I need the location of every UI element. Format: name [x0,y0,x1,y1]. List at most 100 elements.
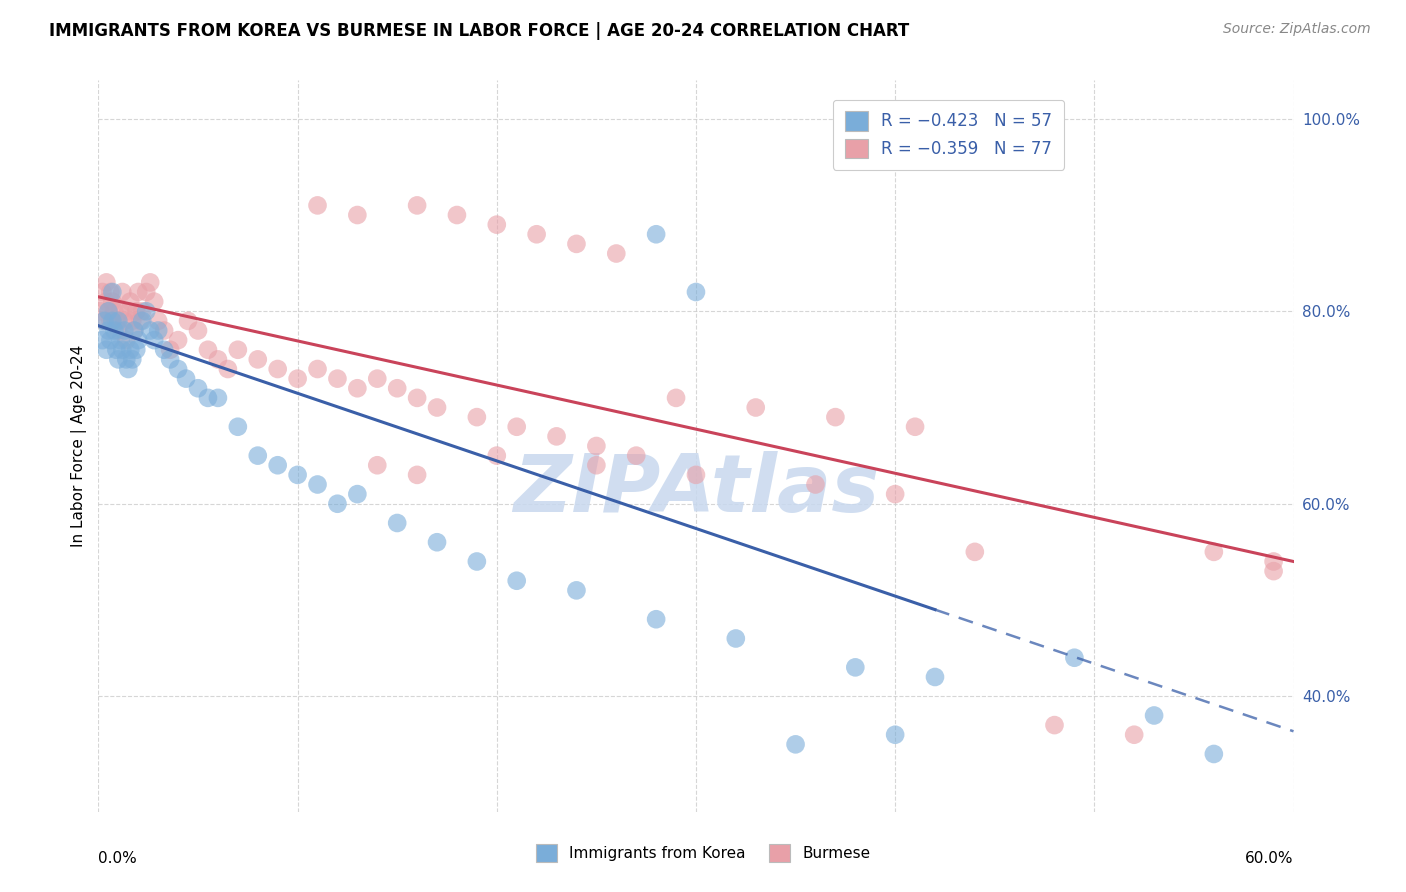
Point [226,419,249,434]
Point [446,208,468,222]
Point [131,314,153,328]
Point [1123,728,1146,742]
Point [187,381,209,395]
Point [307,198,329,212]
Point [127,285,149,299]
Point [159,343,181,357]
Point [1202,747,1225,761]
Point [217,362,239,376]
Point [148,324,170,338]
Point [565,236,588,251]
Point [1043,718,1066,732]
Point [1202,545,1225,559]
Point [246,352,269,367]
Point [105,314,128,328]
Point [526,227,548,242]
Point [135,304,157,318]
Point [117,362,139,376]
Point [326,497,349,511]
Text: IMMIGRANTS FROM KOREA VS BURMESE IN LABOR FORCE | AGE 20-24 CORRELATION CHART: IMMIGRANTS FROM KOREA VS BURMESE IN LABO… [49,22,910,40]
Point [366,458,388,473]
Point [963,545,986,559]
Point [506,574,529,588]
Point [153,343,176,357]
Point [148,314,170,328]
Point [107,324,129,338]
Point [107,314,129,328]
Point [326,371,349,385]
Text: Source: ZipAtlas.com: Source: ZipAtlas.com [1223,22,1371,37]
Point [246,449,269,463]
Point [110,333,132,347]
Point [465,410,488,425]
Point [125,304,148,318]
Legend: R = −0.423   N = 57, R = −0.359   N = 77: R = −0.423 N = 57, R = −0.359 N = 77 [834,100,1064,169]
Point [785,737,807,751]
Point [197,343,219,357]
Point [103,324,125,338]
Point [98,285,122,299]
Text: 60.0%: 60.0% [1246,851,1294,865]
Point [287,467,309,482]
Point [884,728,907,742]
Point [97,304,120,318]
Point [585,458,607,473]
Point [159,352,181,367]
Point [115,333,138,347]
Point [307,477,329,491]
Point [1143,708,1166,723]
Point [143,294,166,309]
Point [844,660,866,674]
Point [626,449,648,463]
Point [346,381,368,395]
Point [96,276,118,290]
Point [804,477,827,491]
Point [685,467,707,482]
Point [105,343,128,357]
Point [366,371,388,385]
Point [207,352,229,367]
Point [267,362,290,376]
Point [426,401,449,415]
Point [129,314,152,328]
Point [904,419,927,434]
Point [197,391,219,405]
Point [426,535,449,549]
Point [112,324,135,338]
Point [127,333,149,347]
Point [174,371,197,385]
Point [107,352,129,367]
Point [96,343,118,357]
Point [1263,554,1285,568]
Point [115,352,138,367]
Point [111,285,134,299]
Point [97,304,120,318]
Point [101,294,124,309]
Text: 0.0%: 0.0% [98,851,138,865]
Point [177,314,200,328]
Point [93,314,115,328]
Point [745,401,768,415]
Point [605,246,627,260]
Point [103,304,125,318]
Point [131,304,153,318]
Point [110,304,132,318]
Point [485,218,508,232]
Point [89,304,111,318]
Point [91,285,114,299]
Point [121,314,143,328]
Point [98,333,122,347]
Point [1063,650,1085,665]
Point [121,352,143,367]
Point [585,439,607,453]
Point [645,227,668,242]
Point [167,333,190,347]
Point [645,612,668,626]
Point [97,324,120,338]
Point [385,516,409,530]
Point [1263,564,1285,578]
Point [120,343,142,357]
Point [824,410,846,425]
Point [884,487,907,501]
Point [93,314,115,328]
